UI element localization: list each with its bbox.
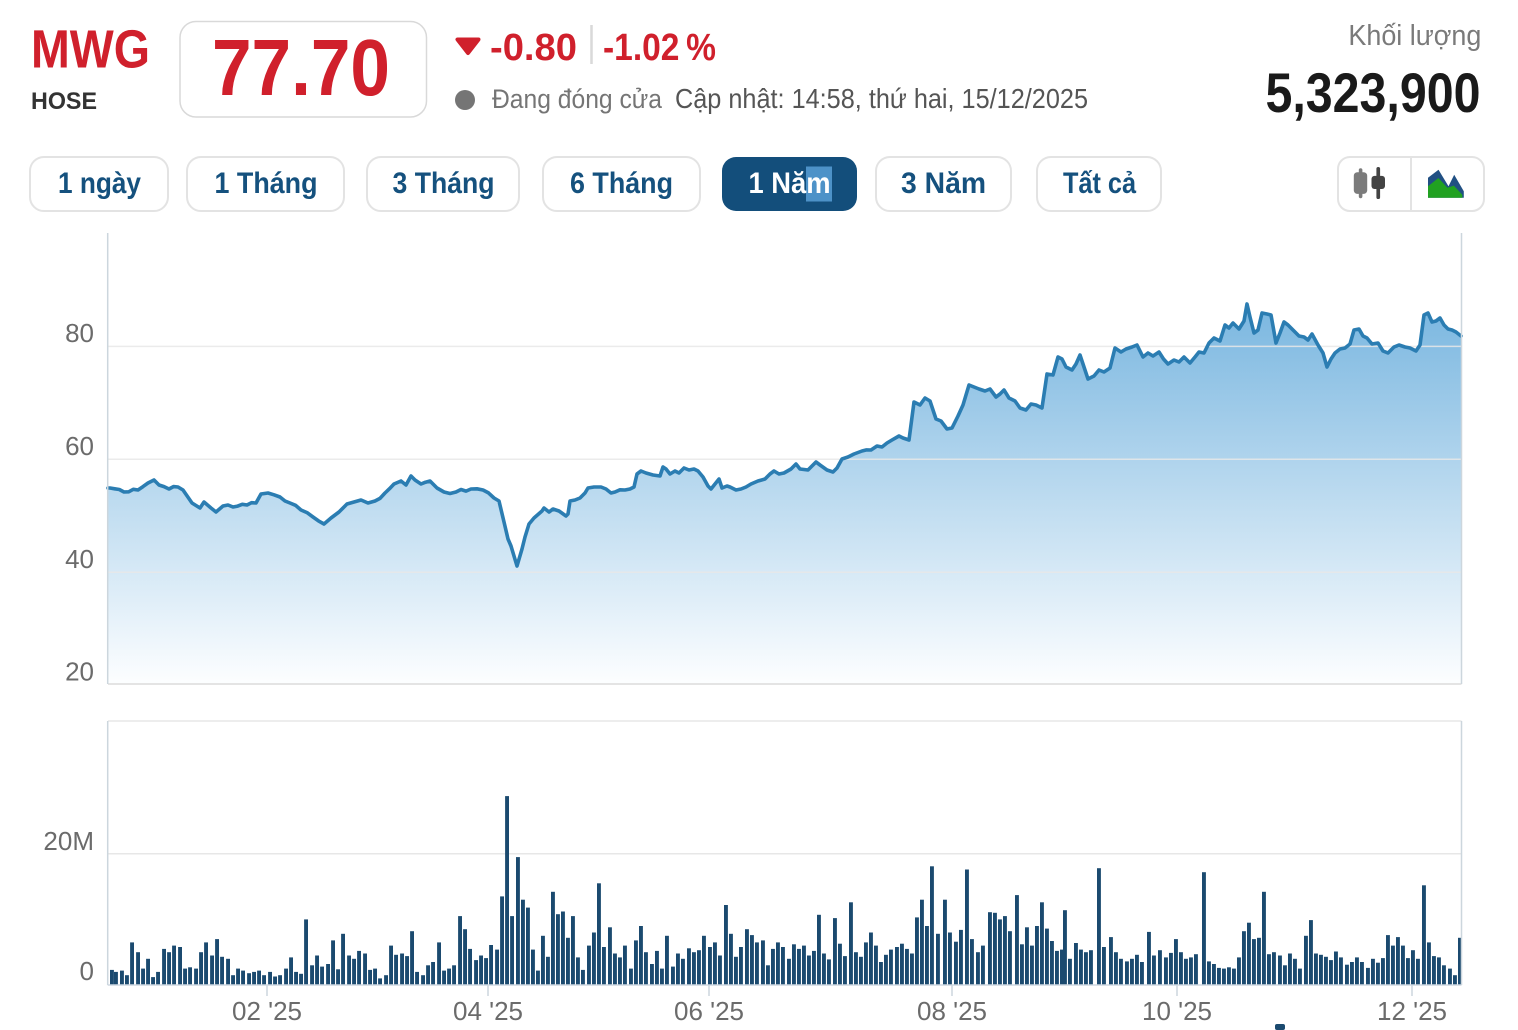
svg-text:80: 80 <box>65 318 94 348</box>
svg-text:40: 40 <box>65 544 94 574</box>
svg-text:12 '25: 12 '25 <box>1377 996 1447 1026</box>
svg-text:1 Tháng: 1 Tháng <box>215 167 318 200</box>
svg-text:60: 60 <box>65 431 94 461</box>
svg-text:Khối lượng: Khối lượng <box>1348 20 1481 52</box>
svg-text:Tất cả: Tất cả <box>1063 167 1137 200</box>
svg-text:HOSE: HOSE <box>31 88 97 115</box>
svg-text:04 '25: 04 '25 <box>453 996 523 1026</box>
svg-text:02 '25: 02 '25 <box>232 996 302 1026</box>
svg-text:06 '25: 06 '25 <box>674 996 744 1026</box>
svg-text:1 Năm: 1 Năm <box>749 167 831 200</box>
svg-text:Đang đóng cửa: Đang đóng cửa <box>492 84 663 114</box>
svg-text:20: 20 <box>65 657 94 687</box>
svg-text:20M: 20M <box>43 826 94 856</box>
svg-text:Cập nhật: 14:58, thứ hai, 15/1: Cập nhật: 14:58, thứ hai, 15/12/2025 <box>675 83 1088 114</box>
svg-text:MWG: MWG <box>31 20 150 80</box>
svg-text:-0.80: -0.80 <box>490 27 577 69</box>
svg-text:3 Tháng: 3 Tháng <box>393 167 495 200</box>
svg-text:3 Năm: 3 Năm <box>901 167 986 200</box>
svg-text:6 Tháng: 6 Tháng <box>570 167 673 200</box>
svg-text:08 '25: 08 '25 <box>917 996 987 1026</box>
svg-text:5,323,900: 5,323,900 <box>1266 61 1481 124</box>
svg-text:77.70: 77.70 <box>212 23 390 112</box>
svg-text:1 ngày: 1 ngày <box>58 167 142 200</box>
svg-text:10 '25: 10 '25 <box>1142 996 1212 1026</box>
svg-text:-1.02 %: -1.02 % <box>603 27 716 69</box>
svg-text:0: 0 <box>80 956 94 986</box>
